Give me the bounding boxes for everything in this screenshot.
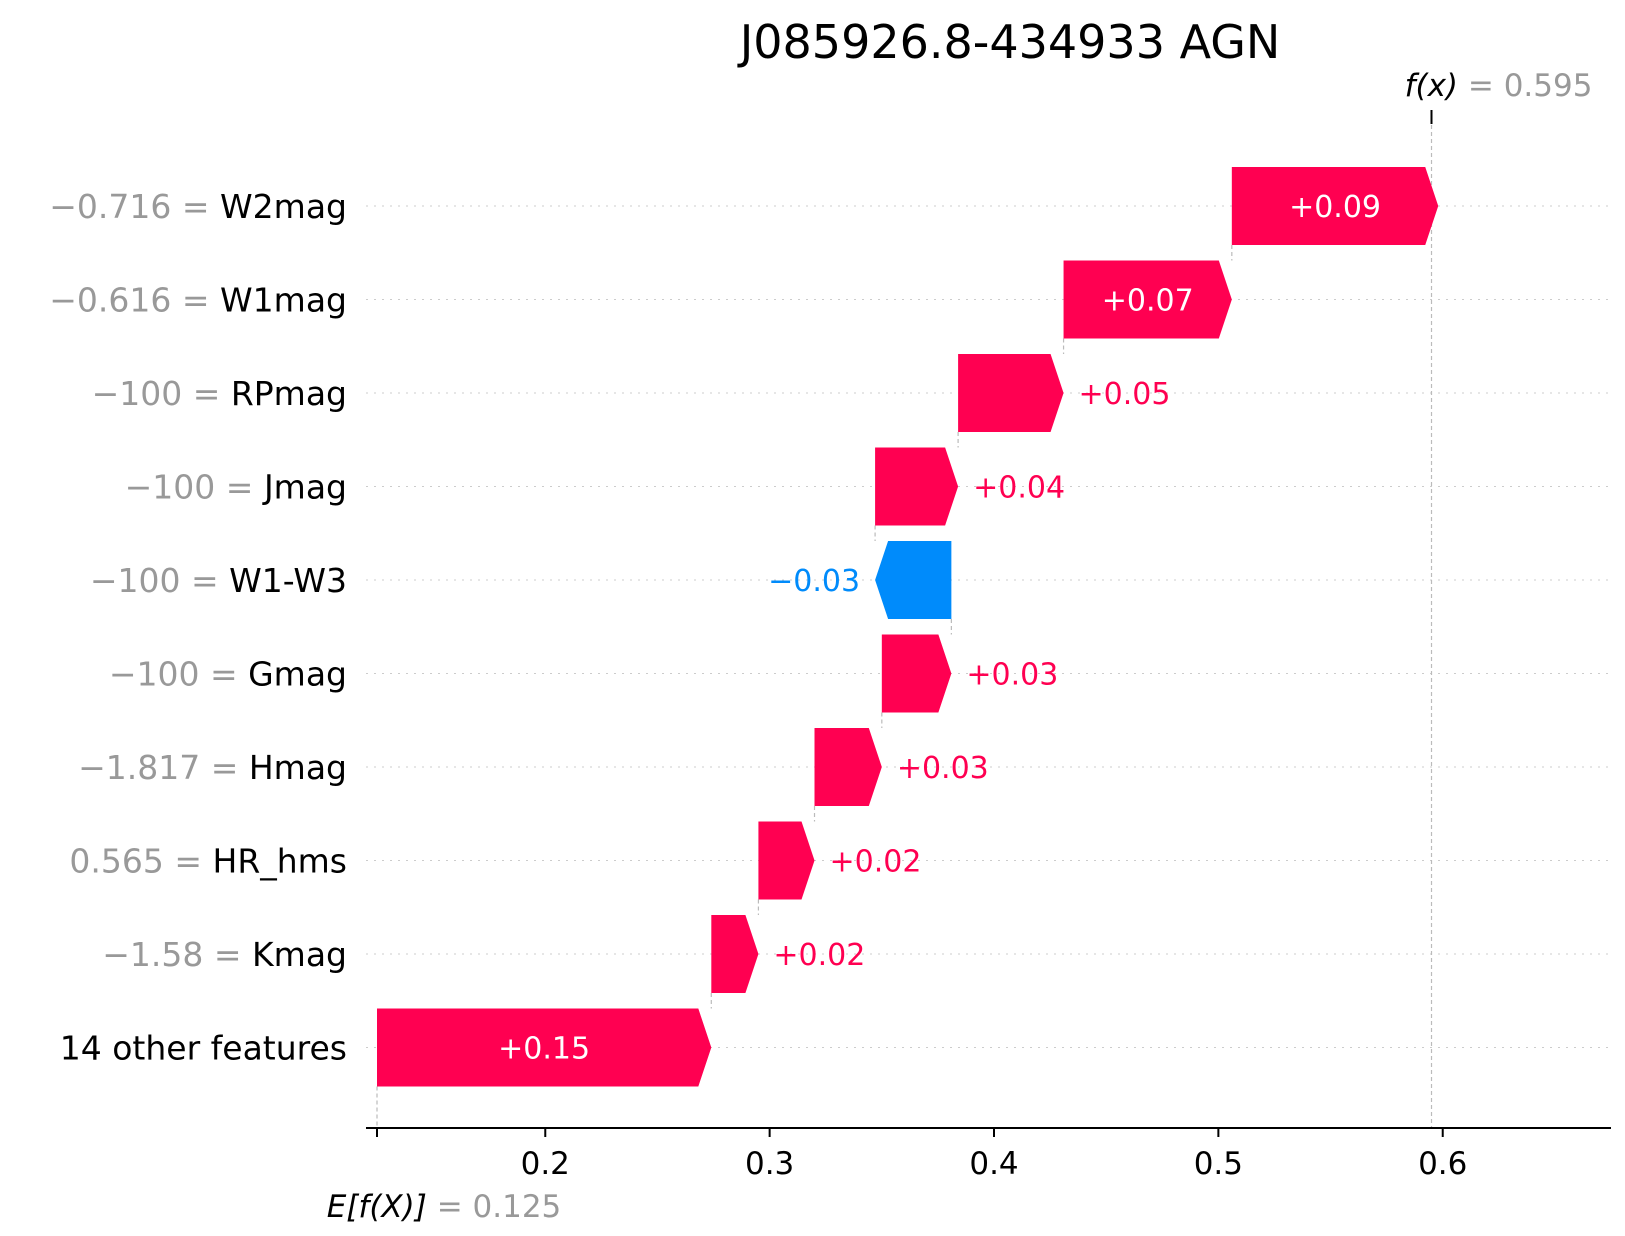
bar-hr_hms (758, 821, 815, 900)
bar-kmag (711, 915, 759, 993)
output-label-prefix: f(x) (1405, 68, 1468, 104)
bar-value-label: +0.09 (1289, 190, 1381, 225)
base-label-prefix: E[f(X)] (327, 1189, 437, 1225)
feature-name: RPmag (231, 374, 347, 413)
x-tick-label: 0.4 (969, 1146, 1018, 1182)
bar-value-label: +0.02 (773, 938, 865, 973)
feature-name: Hmag (249, 748, 347, 787)
bar-value-label: +0.07 (1102, 284, 1194, 319)
feature-label: −1.817 = Hmag (78, 748, 347, 787)
bar-value-label: +0.03 (966, 658, 1058, 693)
feature-name: Gmag (248, 655, 347, 694)
row-gridlines (366, 205, 1611, 1048)
feature-label: −100 = Gmag (109, 655, 347, 694)
feature-name: Jmag (262, 468, 347, 507)
x-tick-label: 0.5 (1194, 1146, 1243, 1182)
bar-value-label: +0.05 (1079, 377, 1171, 412)
base-value-annotation: E[f(X)] = 0.125 (327, 1189, 562, 1225)
output-value-label: f(x) = 0.595 (1405, 68, 1593, 104)
connector-lines (376, 110, 1433, 1128)
bar-value-label: +0.03 (897, 751, 989, 786)
feature-label: −100 = Jmag (125, 468, 347, 507)
feature-name: W1mag (220, 281, 347, 320)
chart-title: J085926.8-434933 AGN (737, 15, 1281, 69)
bar-value-label: +0.15 (498, 1032, 590, 1067)
feature-value: −100 = (109, 655, 248, 694)
feature-label: 14 other features (60, 1029, 347, 1068)
feature-label: 0.565 = HR_hms (69, 842, 347, 881)
feature-label: −1.58 = Kmag (102, 935, 347, 974)
bar-w2mag (1231, 167, 1439, 245)
bar-value-label: +0.04 (973, 471, 1065, 506)
output-label-value: = 0.595 (1468, 68, 1593, 104)
base-value-label: E[f(X)] = 0.125 (327, 1189, 562, 1225)
feature-label: −100 = W1-W3 (90, 561, 347, 600)
bar-w1-w3 (875, 541, 952, 619)
feature-value: −1.58 = (102, 935, 252, 974)
x-tick-label: 0.2 (521, 1146, 570, 1182)
bar-rpmag (958, 354, 1064, 432)
feature-value: −1.817 = (78, 748, 249, 787)
bar-value-label: −0.03 (768, 564, 860, 599)
feature-value: −100 = (92, 374, 231, 413)
feature-name: W1-W3 (229, 561, 347, 600)
feature-label: −100 = RPmag (92, 374, 347, 413)
bar-value-label: +0.02 (830, 845, 922, 880)
x-tick-label: 0.3 (745, 1146, 794, 1182)
bar-gmag (881, 634, 952, 713)
x-axis: 0.2 0.3 0.4 0.5 0.6 (366, 1127, 1611, 1182)
feature-name: HR_hms (213, 842, 348, 881)
output-value-annotation: f(x) = 0.595 (1405, 68, 1593, 104)
feature-label: −0.616 = W1mag (49, 281, 347, 320)
bar-w1mag (1063, 260, 1232, 339)
contribution-bars (377, 167, 1439, 1087)
feature-name: Kmag (252, 935, 347, 974)
x-tick-label: 0.6 (1418, 1146, 1467, 1182)
bar-14-other-features (377, 1008, 712, 1087)
bar-jmag (875, 447, 959, 526)
feature-value: −100 = (125, 468, 264, 507)
feature-value: −0.716 = (49, 187, 220, 226)
feature-value: 0.565 = (69, 842, 212, 881)
feature-value: −100 = (90, 561, 229, 600)
base-label-value: = 0.125 (437, 1189, 562, 1225)
feature-name: W2mag (220, 187, 347, 226)
feature-labels: +0.09 −0.716 = W2mag +0.07 −0.616 = W1mag +0… (49, 187, 1381, 1068)
bar-hmag (814, 728, 882, 806)
feature-label: −0.716 = W2mag (49, 187, 347, 226)
feature-value: −0.616 = (49, 281, 220, 320)
feature-name: 14 other features (60, 1029, 347, 1068)
